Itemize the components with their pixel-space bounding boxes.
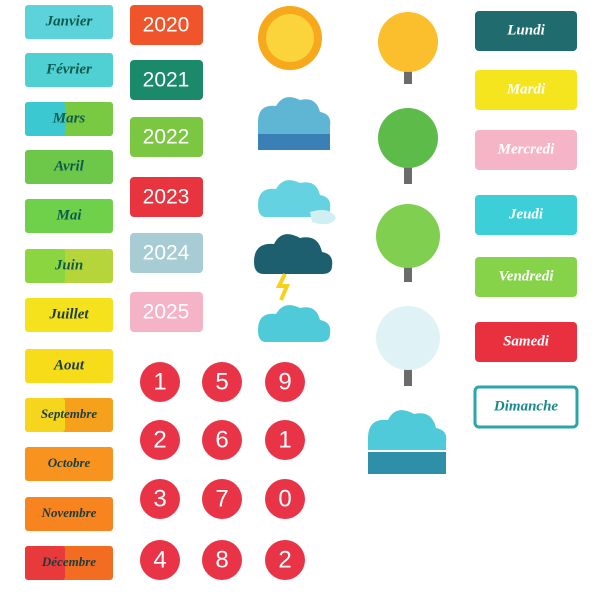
weather-icons bbox=[254, 6, 447, 474]
month-patch-half bbox=[25, 102, 65, 136]
day-patch bbox=[475, 11, 577, 51]
cloud-wind bbox=[258, 180, 331, 217]
number-token bbox=[265, 479, 305, 519]
day-patch bbox=[475, 322, 577, 362]
month-patch bbox=[25, 298, 113, 332]
month-label: Janvier bbox=[45, 13, 93, 29]
year-patch bbox=[130, 5, 203, 45]
day-label: Samedi bbox=[503, 333, 550, 349]
year-patch bbox=[130, 117, 203, 157]
number-token bbox=[265, 362, 305, 402]
month-label: Aout bbox=[53, 357, 85, 373]
month-label: Septembre bbox=[41, 406, 98, 421]
cloud bbox=[258, 305, 331, 342]
number-token bbox=[140, 479, 180, 519]
number-label: 8 bbox=[215, 546, 228, 573]
cloud-rain bbox=[258, 97, 331, 150]
number-label: 1 bbox=[278, 426, 291, 453]
month-label: Juillet bbox=[48, 306, 89, 322]
day-label: Mardi bbox=[506, 81, 546, 97]
number-label: 3 bbox=[153, 485, 166, 512]
day-label: Lundi bbox=[506, 22, 545, 38]
month-patch bbox=[25, 53, 113, 87]
year-label: 2023 bbox=[143, 186, 190, 209]
day-patch bbox=[475, 70, 577, 110]
number-label: 2 bbox=[278, 546, 291, 573]
number-label: 0 bbox=[278, 485, 291, 512]
day-label: Vendredi bbox=[498, 268, 554, 284]
day-label: Mercredi bbox=[497, 141, 555, 157]
year-patch bbox=[130, 60, 203, 100]
month-patch bbox=[25, 497, 113, 531]
month-label: Juin bbox=[54, 257, 83, 273]
month-patch-half bbox=[25, 249, 65, 283]
number-label: 1 bbox=[153, 368, 166, 395]
day-patch bbox=[475, 257, 577, 297]
day-label: Jeudi bbox=[508, 206, 544, 222]
year-patch bbox=[130, 177, 203, 217]
month-patch-half bbox=[25, 546, 65, 580]
month-label: Novembre bbox=[41, 505, 97, 520]
day-label: Dimanche bbox=[493, 398, 559, 414]
number-token bbox=[202, 420, 242, 460]
number-label: 5 bbox=[215, 368, 228, 395]
trees bbox=[376, 12, 440, 386]
day-patch bbox=[475, 195, 577, 235]
day-patch bbox=[473, 385, 579, 429]
number-label: 2 bbox=[153, 426, 166, 453]
cloud-snow bbox=[368, 410, 447, 474]
year-label: 2024 bbox=[143, 242, 190, 265]
month-label: Mai bbox=[55, 207, 82, 223]
number-token bbox=[140, 362, 180, 402]
month-patch bbox=[25, 5, 113, 39]
cloud-storm bbox=[254, 234, 333, 274]
year-label: 2025 bbox=[143, 301, 190, 324]
month-label: Octobre bbox=[48, 455, 91, 470]
number-token bbox=[140, 540, 180, 580]
number-token bbox=[202, 479, 242, 519]
number-token bbox=[202, 362, 242, 402]
number-label: 7 bbox=[215, 485, 228, 512]
number-token bbox=[202, 540, 242, 580]
month-label: Décembre bbox=[41, 554, 96, 569]
year-label: 2021 bbox=[143, 69, 190, 92]
month-patch bbox=[25, 447, 113, 481]
number-label: 9 bbox=[278, 368, 291, 395]
month-label: Mars bbox=[52, 110, 86, 126]
number-label: 6 bbox=[215, 426, 228, 453]
day-patch bbox=[475, 130, 577, 170]
year-patch bbox=[130, 292, 203, 332]
month-label: Avril bbox=[53, 158, 85, 174]
month-patch bbox=[25, 150, 113, 184]
year-patch bbox=[130, 233, 203, 273]
number-token bbox=[265, 540, 305, 580]
sun-face bbox=[266, 14, 314, 62]
number-token bbox=[140, 420, 180, 460]
number-token bbox=[265, 420, 305, 460]
year-label: 2022 bbox=[143, 126, 190, 149]
month-label: Février bbox=[45, 61, 92, 77]
number-label: 4 bbox=[153, 546, 166, 573]
month-patch bbox=[25, 199, 113, 233]
month-patch bbox=[25, 349, 113, 383]
month-patch-half bbox=[25, 398, 65, 432]
year-label: 2020 bbox=[143, 14, 190, 37]
lightning bbox=[275, 273, 291, 301]
wind bbox=[310, 210, 336, 225]
